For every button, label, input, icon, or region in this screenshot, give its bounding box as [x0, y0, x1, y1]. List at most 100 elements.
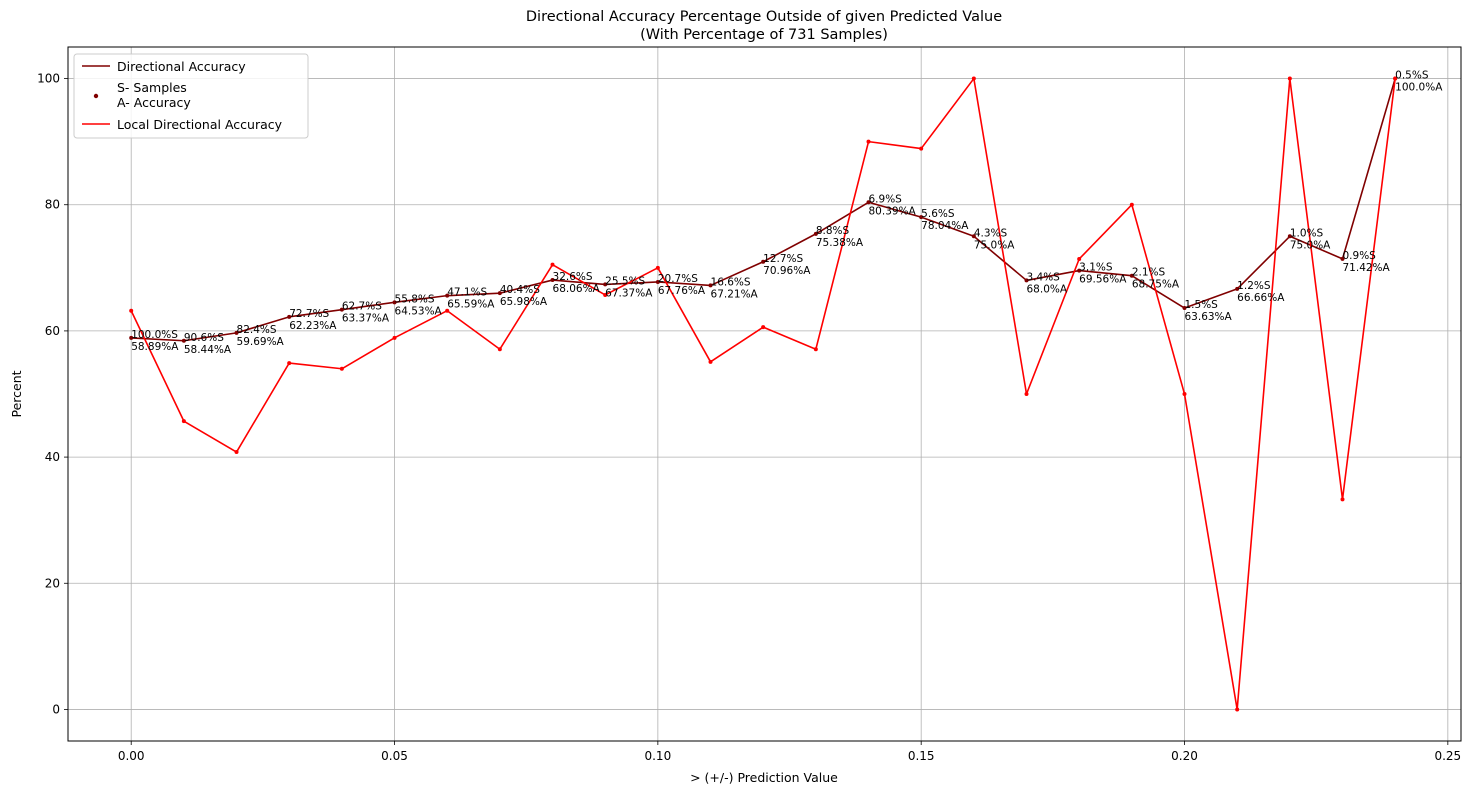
annotation-accuracy: 63.37%A: [342, 313, 390, 325]
annotation-samples: 1.5%S: [1185, 299, 1219, 311]
series-point-local-directional-accuracy: [1129, 202, 1134, 207]
series-point-local-directional-accuracy: [866, 139, 871, 144]
annotation-accuracy: 67.37%A: [605, 287, 653, 299]
annotation-samples: 90.6%S: [184, 332, 224, 344]
series-point-directional-accuracy: [919, 215, 924, 220]
series-point-local-directional-accuracy: [761, 325, 766, 330]
series-point-directional-accuracy: [1024, 278, 1029, 283]
series-point-directional-accuracy: [445, 293, 450, 298]
series-point-directional-accuracy: [1340, 256, 1345, 261]
x-tick-label: 0.00: [118, 749, 145, 763]
legend-label-samples: S- Samples: [117, 80, 187, 95]
series-point-local-directional-accuracy: [1182, 392, 1187, 396]
annotation-accuracy: 70.96%A: [763, 265, 811, 277]
annotation-accuracy: 75.0%A: [974, 239, 1015, 251]
series-point-directional-accuracy: [497, 291, 502, 296]
series-point-directional-accuracy: [813, 231, 818, 236]
annotation-accuracy: 67.21%A: [711, 288, 759, 300]
series-point-directional-accuracy: [655, 279, 660, 284]
annotation-accuracy: 58.44%A: [184, 344, 232, 356]
series-point-local-directional-accuracy: [445, 308, 450, 313]
y-axis-label: Percent: [9, 370, 24, 417]
annotation-samples: 3.1%S: [1079, 262, 1113, 274]
legend: Directional Accuracy S- Samples A- Accur…: [73, 53, 309, 139]
x-tick-label: 0.15: [908, 749, 935, 763]
legend-box: [73, 53, 309, 139]
legend-label-accuracy: A- Accuracy: [117, 95, 191, 110]
annotation-accuracy: 63.63%A: [1185, 311, 1233, 323]
series-point-directional-accuracy: [761, 259, 766, 264]
y-axis-ticks: 0 20 40 60 80 100: [37, 72, 68, 716]
annotation-samples: 62.7%S: [342, 301, 382, 313]
series-point-local-directional-accuracy: [129, 308, 134, 313]
annotation-accuracy: 80.39%A: [869, 205, 917, 217]
series-point-local-directional-accuracy: [234, 450, 239, 455]
annotation-samples: 25.5%S: [605, 275, 645, 287]
series-point-local-directional-accuracy: [813, 347, 818, 352]
annotation-accuracy: 67.76%A: [658, 285, 706, 297]
annotation-samples: 1.0%S: [1290, 227, 1324, 239]
annotation-accuracy: 69.56%A: [1079, 274, 1127, 286]
series-point-local-directional-accuracy: [1340, 497, 1345, 502]
series-point-local-directional-accuracy: [708, 359, 713, 364]
series-point-directional-accuracy: [234, 330, 239, 335]
series-point-local-directional-accuracy: [181, 419, 186, 424]
annotation-samples: 40.4%S: [500, 284, 540, 296]
annotation-accuracy: 68.0%A: [1027, 283, 1068, 295]
annotation-samples: 3.4%S: [1027, 271, 1061, 283]
series-point-directional-accuracy: [181, 338, 186, 343]
annotation-accuracy: 62.23%A: [289, 320, 337, 332]
annotation-accuracy: 58.89%A: [131, 341, 179, 353]
series-point-local-directional-accuracy: [550, 262, 555, 267]
series-point-directional-accuracy: [971, 234, 976, 239]
annotation-samples: 2.1%S: [1132, 267, 1166, 279]
series-point-directional-accuracy: [129, 335, 134, 340]
annotation-samples: 32.6%S: [553, 271, 593, 283]
y-tick-label: 20: [45, 576, 60, 590]
series-point-directional-accuracy: [550, 278, 555, 283]
series-point-directional-accuracy: [1129, 273, 1134, 278]
y-tick-label: 100: [37, 72, 60, 86]
annotation-samples: 8.8%S: [816, 225, 850, 237]
series-point-local-directional-accuracy: [497, 347, 502, 352]
annotation-samples: 100.0%S: [131, 329, 178, 341]
series-point-local-directional-accuracy: [1235, 707, 1240, 712]
series-point-directional-accuracy: [339, 307, 344, 312]
x-axis-ticks: 0.00 0.05 0.10 0.15 0.20 0.25: [118, 741, 1461, 763]
annotation-samples: 82.4%S: [237, 324, 277, 336]
annotation-samples: 0.5%S: [1395, 70, 1429, 82]
chart-title: Directional Accuracy Percentage Outside …: [526, 9, 1002, 25]
legend-label-local-directional-accuracy: Local Directional Accuracy: [117, 117, 283, 132]
annotation-samples: 20.7%S: [658, 273, 698, 285]
annotation-samples: 1.2%S: [1237, 280, 1271, 292]
annotation-accuracy: 68.06%A: [553, 283, 601, 295]
series-point-local-directional-accuracy: [287, 361, 292, 366]
annotation-accuracy: 100.0%A: [1395, 82, 1443, 94]
y-tick-label: 60: [45, 324, 60, 338]
series-point-directional-accuracy: [1287, 234, 1292, 239]
x-tick-label: 0.05: [381, 749, 408, 763]
series-point-directional-accuracy: [866, 200, 871, 205]
series-point-local-directional-accuracy: [603, 292, 608, 297]
series-point-local-directional-accuracy: [1077, 256, 1082, 261]
series-point-directional-accuracy: [392, 300, 397, 305]
chart-subtitle: (With Percentage of 731 Samples): [640, 27, 888, 43]
series-point-directional-accuracy: [708, 283, 713, 288]
annotation-samples: 12.7%S: [763, 253, 803, 265]
series-point-local-directional-accuracy: [971, 76, 976, 81]
annotation-accuracy: 65.59%A: [447, 299, 495, 311]
annotation-samples: 6.9%S: [869, 193, 903, 205]
annotation-accuracy: 71.42%A: [1343, 262, 1391, 274]
grid: [68, 47, 1461, 741]
series-point-directional-accuracy: [1235, 286, 1240, 291]
legend-label-directional-accuracy: Directional Accuracy: [117, 59, 246, 74]
series-point-directional-accuracy: [1077, 268, 1082, 273]
y-tick-label: 80: [45, 198, 60, 212]
series-line-local-directional-accuracy: [130, 77, 1396, 711]
plot-lines: [129, 76, 1398, 712]
point-annotations: 100.0%S58.89%A 90.6%S58.44%A 82.4%S59.69%A…: [131, 70, 1443, 356]
series-point-local-directional-accuracy: [1024, 392, 1029, 396]
series-point-local-directional-accuracy: [1393, 76, 1398, 81]
annotation-samples: 72.7%S: [289, 308, 329, 320]
